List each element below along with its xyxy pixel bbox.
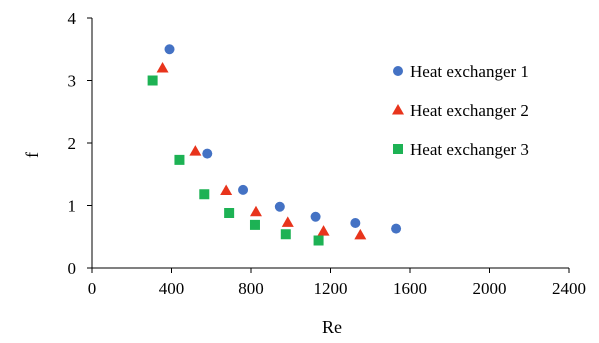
series-1 <box>164 44 402 234</box>
data-point <box>317 225 330 236</box>
legend-entry-3: Heat exchanger 3 <box>393 140 529 159</box>
data-point <box>224 208 235 218</box>
y-tick-label: 2 <box>68 134 77 153</box>
data-point <box>350 218 361 228</box>
x-tick-label: 2400 <box>552 279 586 298</box>
data-point <box>220 184 233 195</box>
data-points <box>147 44 402 246</box>
data-point <box>249 205 262 217</box>
y-tick-label: 3 <box>68 72 77 91</box>
x-tick-label: 800 <box>238 279 264 298</box>
data-point <box>310 211 321 222</box>
x-tick-label: 1600 <box>393 279 427 298</box>
data-point <box>164 44 175 55</box>
data-point <box>147 75 158 86</box>
x-tick-label: 1200 <box>314 279 348 298</box>
series-3 <box>147 75 324 246</box>
legend-label: Heat exchanger 1 <box>410 62 529 81</box>
data-point <box>199 189 210 200</box>
data-point <box>202 148 213 159</box>
legend-marker <box>393 144 403 154</box>
x-tick-label: 2000 <box>473 279 507 298</box>
legend-label: Heat exchanger 2 <box>410 101 529 120</box>
series-2 <box>156 62 367 240</box>
data-point <box>391 223 402 234</box>
data-point <box>313 235 324 246</box>
data-point <box>174 154 185 165</box>
legend-label: Heat exchanger 3 <box>410 140 529 159</box>
legend: Heat exchanger 1 Heat exchanger 2 Heat exc… <box>392 62 529 159</box>
legend-marker <box>392 104 404 115</box>
data-point <box>189 145 202 156</box>
y-tick-label: 4 <box>68 9 77 28</box>
data-point <box>274 201 285 212</box>
x-tick-label: 0 <box>88 279 97 298</box>
y-tick-label: 1 <box>68 197 77 216</box>
x-axis-title: Re <box>322 317 342 337</box>
data-point <box>281 216 294 227</box>
tick-labels: 0 400 800 1200 1600 2000 2400 0 1 2 3 4 <box>68 9 587 298</box>
x-tick-label: 400 <box>159 279 185 298</box>
data-point <box>249 219 260 230</box>
y-tick-label: 0 <box>68 259 77 278</box>
legend-entry-2: Heat exchanger 2 <box>392 101 529 120</box>
axes <box>87 17 570 273</box>
data-point <box>354 228 367 240</box>
data-point <box>156 62 169 73</box>
legend-marker <box>393 66 403 76</box>
legend-entry-1: Heat exchanger 1 <box>393 62 529 81</box>
data-point <box>280 229 291 240</box>
data-point <box>238 184 249 195</box>
y-axis-title: f <box>22 152 42 158</box>
